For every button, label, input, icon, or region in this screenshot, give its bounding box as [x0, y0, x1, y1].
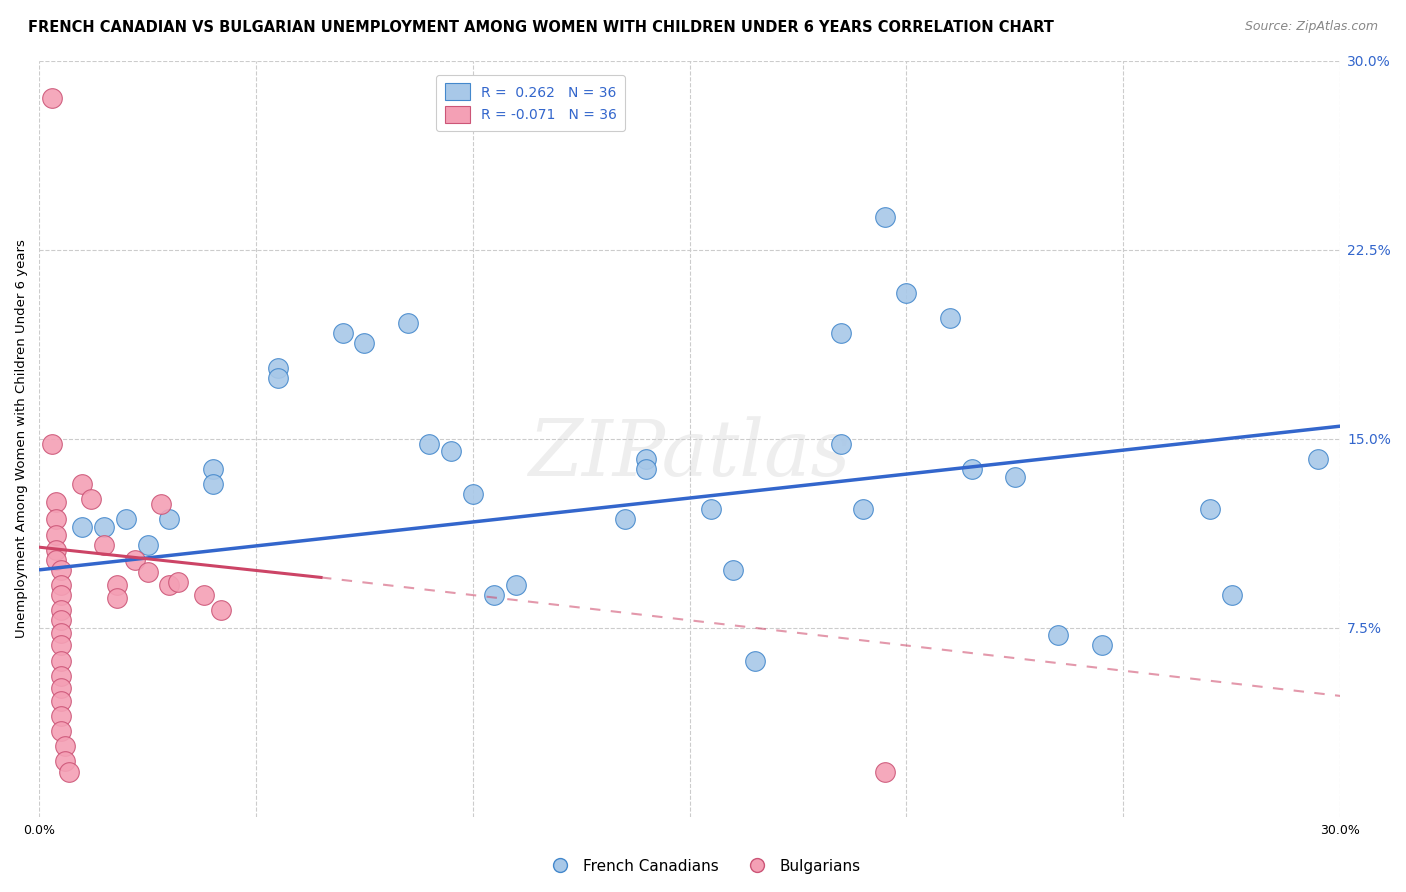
Point [505, 578, 527, 592]
Point [49, 669, 72, 683]
Point [49, 709, 72, 723]
Point [1199, 502, 1222, 516]
Point [53, 739, 76, 754]
Point [49, 724, 72, 739]
Legend: French Canadians, Bulgarians: French Canadians, Bulgarians [538, 853, 868, 880]
Point [484, 588, 506, 602]
Point [45, 553, 67, 567]
Point [58, 764, 80, 779]
Point [136, 538, 159, 552]
Point [418, 437, 440, 451]
Point [209, 603, 232, 617]
Text: ZIPatlas: ZIPatlas [529, 416, 851, 492]
Point [440, 444, 463, 458]
Point [41, 91, 63, 105]
Point [49, 563, 72, 577]
Point [636, 452, 658, 467]
Point [266, 371, 288, 385]
Point [896, 285, 918, 300]
Point [960, 462, 983, 476]
Point [613, 512, 636, 526]
Point [1091, 639, 1114, 653]
Point [1004, 469, 1026, 483]
Point [721, 563, 744, 577]
Point [45, 542, 67, 557]
Point [45, 495, 67, 509]
Point [49, 694, 72, 708]
Text: FRENCH CANADIAN VS BULGARIAN UNEMPLOYMENT AMONG WOMEN WITH CHILDREN UNDER 6 YEAR: FRENCH CANADIAN VS BULGARIAN UNEMPLOYMEN… [28, 20, 1054, 35]
Point [157, 578, 180, 592]
Point [49, 578, 72, 592]
Point [124, 553, 146, 567]
Point [105, 578, 128, 592]
Point [744, 654, 766, 668]
Point [53, 755, 76, 769]
Point [49, 626, 72, 640]
Point [49, 654, 72, 668]
Point [461, 487, 484, 501]
Point [201, 477, 224, 491]
Point [49, 613, 72, 627]
Point [41, 437, 63, 451]
Point [193, 588, 215, 602]
Point [93, 520, 115, 534]
Point [149, 497, 172, 511]
Point [636, 462, 658, 476]
Point [332, 326, 354, 340]
Point [115, 512, 138, 526]
Point [167, 575, 190, 590]
Point [136, 566, 159, 580]
Point [157, 512, 180, 526]
Point [93, 538, 115, 552]
Point [49, 681, 72, 696]
Point [873, 210, 896, 224]
Point [939, 310, 962, 325]
Point [45, 527, 67, 541]
Point [266, 361, 288, 376]
Point [49, 588, 72, 602]
Point [1220, 588, 1243, 602]
Point [45, 512, 67, 526]
Point [105, 591, 128, 605]
Point [49, 603, 72, 617]
Point [396, 316, 419, 330]
Point [1308, 452, 1330, 467]
Point [72, 520, 94, 534]
Point [700, 502, 723, 516]
Point [873, 764, 896, 779]
Point [830, 437, 852, 451]
Y-axis label: Unemployment Among Women with Children Under 6 years: Unemployment Among Women with Children U… [15, 239, 28, 638]
Point [852, 502, 875, 516]
Point [1047, 628, 1070, 642]
Text: Source: ZipAtlas.com: Source: ZipAtlas.com [1244, 20, 1378, 33]
Point [201, 462, 224, 476]
Point [353, 336, 375, 351]
Point [80, 492, 103, 507]
Point [49, 639, 72, 653]
Legend: R =  0.262   N = 36, R = -0.071   N = 36: R = 0.262 N = 36, R = -0.071 N = 36 [436, 75, 626, 131]
Point [72, 477, 94, 491]
Point [830, 326, 852, 340]
